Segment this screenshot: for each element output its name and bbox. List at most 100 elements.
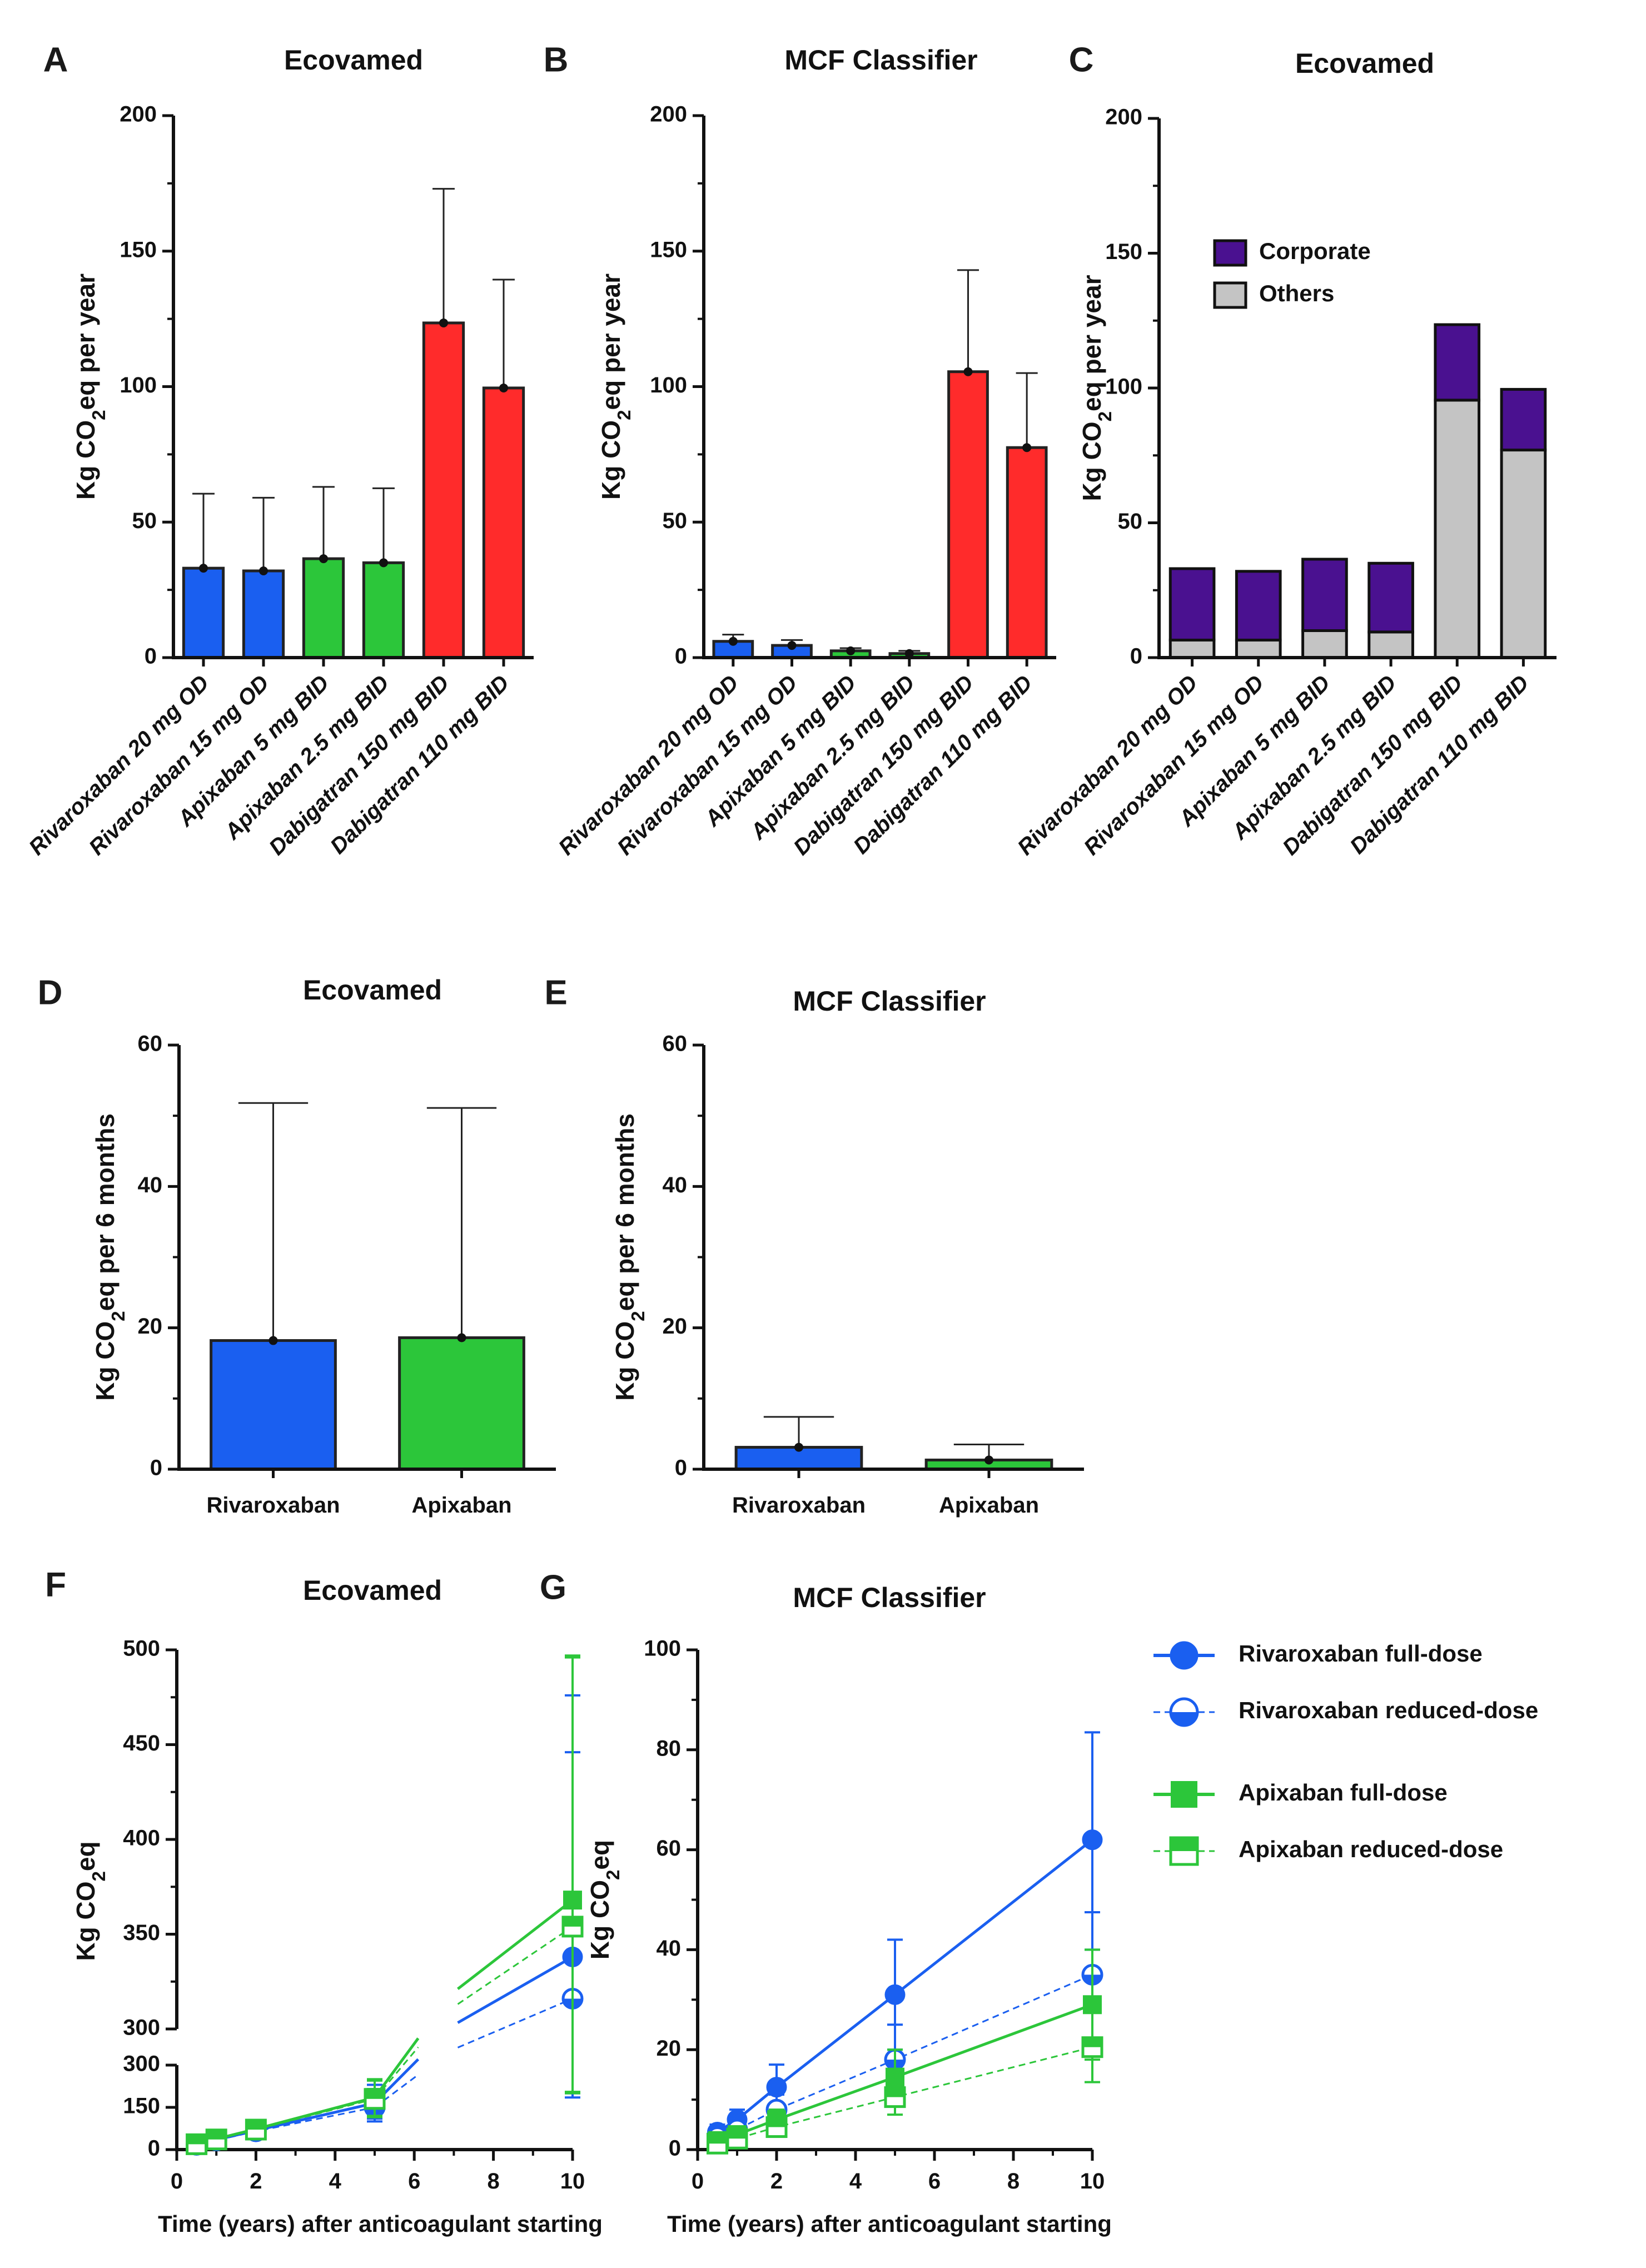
bar-corporate-4: [1434, 323, 1481, 402]
y-axis-label-D: Kg CO2eq per 6 months: [91, 1113, 129, 1401]
mean-dot-0: [794, 1443, 803, 1452]
y-tick-label-4: 80: [657, 1736, 682, 1760]
point-s3-4-half: [563, 1917, 582, 1927]
panel-label-E: E: [544, 973, 567, 1012]
y-tick-label-lower-2: 300: [123, 2052, 160, 2076]
bar-5: [482, 386, 525, 659]
x-axis-label-F: Time (years) after anticoagulant startin…: [158, 2211, 603, 2237]
y-tick-label-0: 0: [669, 2136, 681, 2161]
x-tick-label-2: 4: [849, 2169, 862, 2194]
y-tick-label-3: 60: [657, 1836, 682, 1861]
bar-4: [947, 370, 989, 659]
panel-label-A: A: [43, 41, 68, 79]
mean-dot-0: [268, 1336, 278, 1345]
y-tick-label-3: 150: [120, 237, 157, 262]
x-tick-label-4: 8: [1007, 2169, 1020, 2194]
point-s3-0-half: [708, 2134, 727, 2144]
point-s3-1-half: [728, 2129, 747, 2139]
panel-title-F: Ecovamed: [303, 1575, 442, 1606]
y-tick-label-upper-0: 300: [123, 2016, 160, 2040]
y-tick-label-1: 20: [657, 2036, 682, 2061]
bar-corporate-5: [1500, 387, 1547, 452]
y-tick-label-1: 20: [663, 1314, 688, 1339]
series-break-b-1: [457, 1998, 573, 2048]
y-axis-label-G: Kg CO2eq: [585, 1840, 624, 1959]
y-tick-label-2: 100: [650, 373, 687, 397]
bar-0: [210, 1339, 337, 1471]
panel-title-D: Ecovamed: [303, 974, 442, 1006]
mean-dot-1: [457, 1333, 466, 1342]
bar-others-1: [1235, 638, 1282, 659]
mean-dot-2: [846, 646, 856, 655]
bar-corporate-1: [1235, 570, 1282, 641]
panel-title-G: MCF Classifier: [793, 1582, 986, 1613]
point-s2-4: [1083, 1995, 1102, 2015]
y-axis-label-A: Kg CO2eq per year: [71, 273, 110, 500]
bar-0: [182, 566, 225, 659]
mean-dot-4: [439, 318, 448, 327]
panel-label-D: D: [38, 973, 63, 1012]
y-tick-label-lower-0: 0: [148, 2136, 160, 2161]
y-tick-label-3: 60: [138, 1032, 163, 1056]
bar-others-4: [1434, 399, 1481, 659]
y-tick-label-4: 200: [120, 102, 157, 127]
panel-title-E: MCF Classifier: [793, 986, 986, 1017]
x-tick-label-0: 0: [692, 2169, 704, 2194]
legend-label-1: Rivaroxaban reduced-dose: [1239, 1697, 1538, 1723]
series-break-b-0: [457, 1956, 574, 2024]
mean-dot-3: [379, 558, 388, 568]
y-tick-label-upper-4: 500: [123, 1637, 160, 1661]
y-axis-label-F: Kg CO2eq: [71, 1841, 110, 1961]
legend-swatch-others: [1213, 281, 1247, 309]
y-tick-label-2: 40: [663, 1173, 688, 1197]
bar-5: [1006, 446, 1048, 659]
point-s3-3-half: [886, 2087, 904, 2097]
x-tick-label-1: 2: [250, 2169, 262, 2194]
y-tick-label-2: 100: [120, 373, 157, 397]
mean-dot-4: [963, 367, 973, 376]
x-tick-label-3: 6: [928, 2169, 941, 2194]
x-axis-label-G: Time (years) after anticoagulant startin…: [667, 2211, 1112, 2237]
series-break-a-1: [374, 2074, 419, 2108]
y-tick-label-1: 50: [132, 509, 157, 533]
y-axis-label-C: Kg CO2eq per year: [1077, 275, 1116, 501]
bar-corporate-0: [1168, 567, 1216, 641]
point-s3-3-half: [365, 2089, 384, 2099]
bar-4: [422, 321, 465, 659]
y-tick-label-2: 40: [657, 1936, 682, 1961]
y-tick-label-3: 150: [1105, 240, 1142, 264]
x-tick-label-5: 10: [1080, 2169, 1105, 2194]
y-tick-label-3: 150: [650, 237, 687, 262]
y-tick-label-2: 40: [138, 1173, 163, 1197]
panel-title-A: Ecovamed: [284, 44, 423, 76]
bar-3: [362, 561, 405, 659]
legend-marker-1-half: [1171, 1712, 1197, 1725]
legend-marker-2: [1171, 1781, 1197, 1808]
mean-dot-0: [728, 636, 738, 646]
panel-title-B: MCF Classifier: [784, 44, 977, 76]
category-label-0: Rivaroxaban: [732, 1493, 866, 1518]
point-s3-4-half: [1083, 2037, 1102, 2047]
category-label-1: Apixaban: [411, 1493, 511, 1518]
mean-dot-1: [787, 641, 797, 650]
bar-others-2: [1301, 629, 1348, 659]
point-s3-0-half: [187, 2135, 206, 2145]
legend-label-corporate: Corporate: [1259, 238, 1371, 264]
x-tick-label-1: 2: [770, 2169, 783, 2194]
x-tick-label-0: 0: [171, 2169, 183, 2194]
y-tick-label-4: 200: [650, 102, 687, 127]
y-tick-label-0: 0: [150, 1456, 162, 1480]
y-tick-label-0: 0: [145, 644, 157, 669]
bar-corporate-2: [1301, 558, 1348, 632]
y-tick-label-upper-1: 350: [123, 1921, 160, 1945]
y-tick-label-0: 0: [1130, 644, 1142, 669]
category-label-1: Apixaban: [939, 1493, 1039, 1518]
panel-label-F: F: [45, 1565, 66, 1604]
series-break-a-2: [373, 2037, 420, 2098]
x-tick-label-2: 4: [329, 2169, 342, 2194]
point-s3-2-half: [246, 2120, 266, 2130]
y-axis-label-E: Kg CO2eq per 6 months: [610, 1113, 649, 1401]
bar-corporate-3: [1367, 561, 1414, 634]
mean-dot-1: [984, 1455, 993, 1465]
